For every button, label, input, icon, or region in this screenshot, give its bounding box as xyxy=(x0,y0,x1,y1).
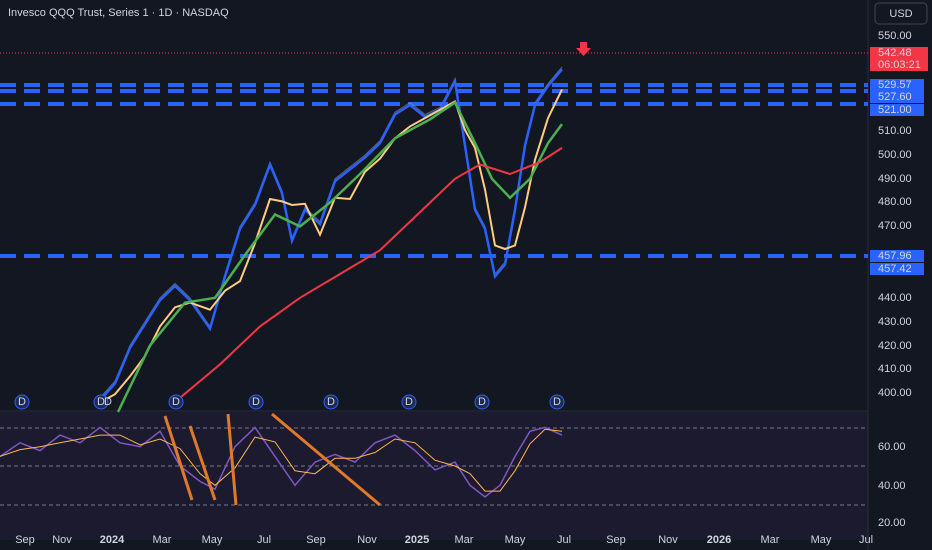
price-label: 550.00 xyxy=(878,30,912,42)
time-label: Sep xyxy=(15,534,35,546)
chart-title: Invesco QQQ Trust, Series 1 · 1D · NASDA… xyxy=(8,7,229,19)
rsi-label: 20.00 xyxy=(878,517,906,529)
dividend-icon xyxy=(93,394,109,410)
time-label: Jul xyxy=(257,534,271,546)
currency[interactable]: USD xyxy=(889,8,912,20)
dividend-marker: D xyxy=(553,396,561,408)
time-label: Nov xyxy=(52,534,72,546)
dividend-marker: D xyxy=(405,396,413,408)
time-label: Mar xyxy=(455,534,474,546)
dividend-marker: D xyxy=(252,396,260,408)
level-price: 457.96 xyxy=(878,250,912,262)
time-label: Jul xyxy=(859,534,873,546)
time-label: Nov xyxy=(357,534,377,546)
dividend-icon xyxy=(401,394,417,410)
dividend-marker: D xyxy=(18,396,26,408)
sma-50 xyxy=(116,100,564,413)
rsi-label: 60.00 xyxy=(878,441,906,453)
time-label: May xyxy=(811,534,832,546)
currency-button[interactable] xyxy=(874,2,928,25)
price-label: 510.00 xyxy=(878,125,912,137)
trendline xyxy=(163,415,194,501)
time-label: 2025 xyxy=(405,534,429,546)
trendline xyxy=(271,412,381,507)
level-tag xyxy=(870,91,924,103)
price-label: 420.00 xyxy=(878,340,912,352)
last-price-tag xyxy=(870,47,928,71)
price-label: 500.00 xyxy=(878,149,912,161)
ema-fast xyxy=(99,68,563,401)
time-label: Sep xyxy=(306,534,326,546)
rsi-line xyxy=(0,426,563,498)
rsi-bands xyxy=(0,427,868,506)
dividend-icon xyxy=(168,394,184,410)
time-label: 2024 xyxy=(100,534,125,546)
price-label: 410.00 xyxy=(878,363,912,375)
level-lines xyxy=(0,83,868,258)
time-label: May xyxy=(202,534,223,546)
level-tag xyxy=(870,263,924,275)
price-label: 480.00 xyxy=(878,196,912,208)
time-label: 2026 xyxy=(707,534,731,546)
dividend-marker: D xyxy=(327,396,335,408)
indicator-lines xyxy=(0,66,564,498)
sma-200 xyxy=(179,147,563,399)
time-label: Mar xyxy=(153,534,172,546)
level-tag xyxy=(870,104,924,116)
dividend-marker: D xyxy=(97,396,105,408)
last-price: 542.48 xyxy=(878,47,912,59)
dividend-icon xyxy=(323,394,339,410)
level-tag xyxy=(870,250,924,262)
time-label: Sep xyxy=(606,534,626,546)
rsi-trendlines xyxy=(163,412,381,507)
price-label: 440.00 xyxy=(878,292,912,304)
rsi-pane xyxy=(0,412,868,540)
level-price: 529.57 xyxy=(878,79,912,91)
price-label: 430.00 xyxy=(878,316,912,328)
price-label: 400.00 xyxy=(878,387,912,399)
rsi-label: 40.00 xyxy=(878,480,906,492)
time-label: Jul xyxy=(557,534,571,546)
time-label: Mar xyxy=(761,534,780,546)
level-price: 527.60 xyxy=(878,91,912,103)
time-label: Nov xyxy=(658,534,678,546)
time-label: May xyxy=(505,534,526,546)
dividend-marker: D xyxy=(478,396,486,408)
dividend-icon xyxy=(248,394,264,410)
rsi-ma xyxy=(0,428,563,492)
level-price: 521.00 xyxy=(878,104,912,116)
level-price: 457.42 xyxy=(878,263,912,275)
dividend-marker: D xyxy=(104,396,112,408)
level-tag xyxy=(870,79,924,91)
trendline xyxy=(188,425,217,501)
price-label: 470.00 xyxy=(878,220,912,232)
dividend-marker: D xyxy=(172,396,180,408)
dividend-icon xyxy=(474,394,490,410)
dividend-icon xyxy=(549,394,565,410)
trendline xyxy=(226,413,238,506)
price-trace xyxy=(99,66,563,399)
arrow-down xyxy=(576,42,591,56)
countdown: 06:03:21 xyxy=(878,59,921,71)
price-label: 490.00 xyxy=(878,173,912,185)
dividend-icon xyxy=(14,394,30,410)
